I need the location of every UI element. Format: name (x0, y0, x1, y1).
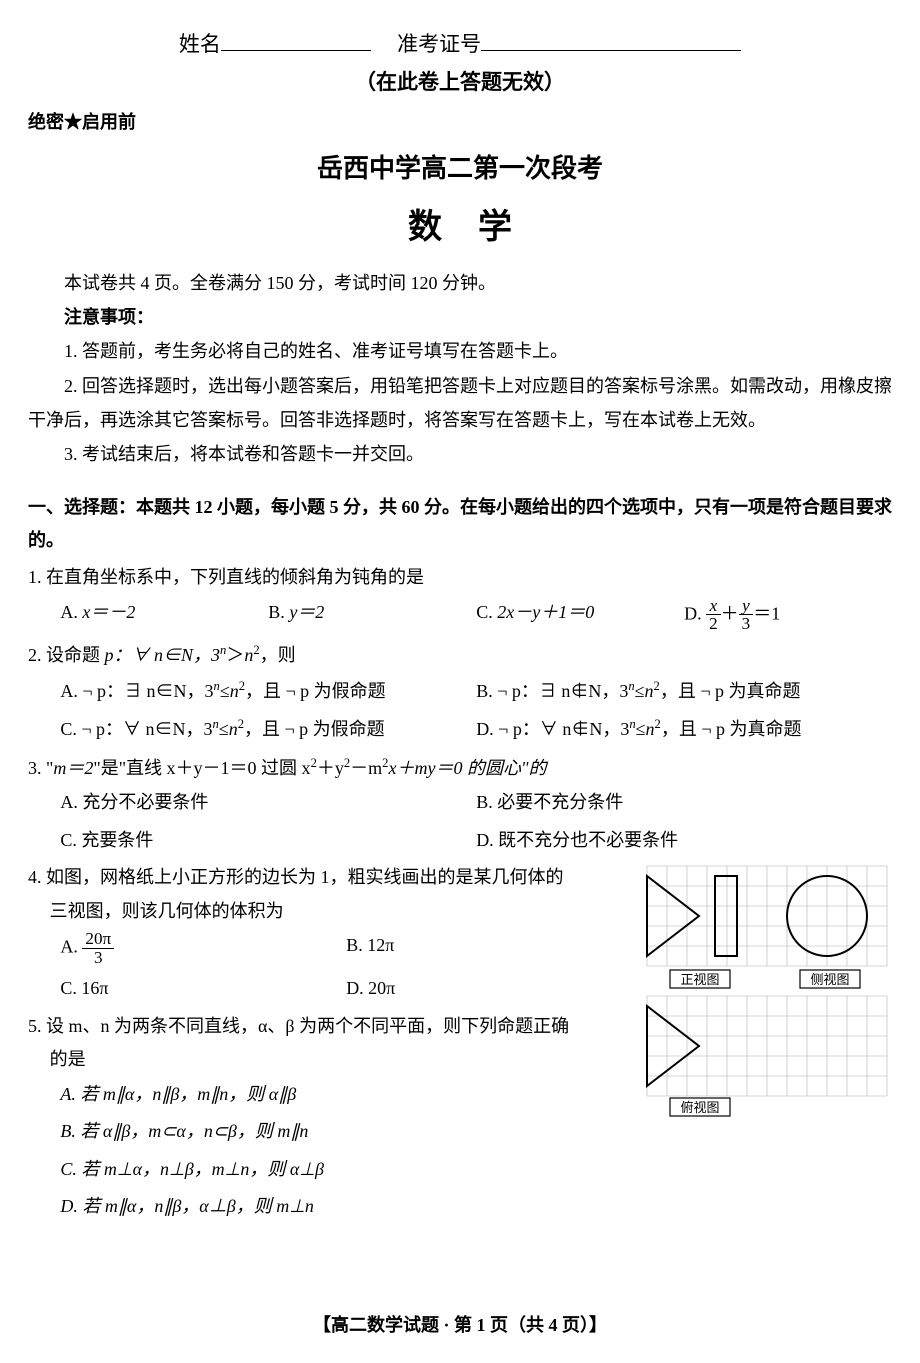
q2-stem: 2. 设命题 p：∀ n∈N，3n＞n2，则 (28, 639, 892, 672)
section1-header: 一、选择题：本题共 12 小题，每小题 5 分，共 60 分。在每小题给出的四个… (28, 491, 892, 556)
top-view-label: 俯视图 (680, 1100, 719, 1115)
question-3: 3. "m＝2"是"直线 x＋y－1＝0 过圆 x2＋y2－m2x＋my＝0 的… (28, 752, 892, 857)
q1-opt-b: B. y＝2 (268, 597, 476, 634)
seal-line: 绝密★启用前 (28, 108, 892, 134)
header-fill-line: 姓名 准考证号 (28, 28, 892, 58)
intro-p1: 本试卷共 4 页。全卷满分 150 分，考试时间 120 分钟。 (28, 266, 892, 300)
q1-stem: 1. 在直角坐标系中，下列直线的倾斜角为钝角的是 (28, 562, 892, 594)
examid-label: 准考证号 (397, 32, 481, 56)
name-blank (221, 28, 371, 51)
q4-opt-c: C. 16π (60, 973, 346, 1005)
question-1: 1. 在直角坐标系中，下列直线的倾斜角为钝角的是 A. x＝－2 B. y＝2 … (28, 562, 892, 633)
q4-stem2: 三视图，则该几何体的体积为 (28, 896, 632, 928)
q2-opt-b: B. ¬ p：∃ n∉N，3n≤n2，且 ¬ p 为真命题 (476, 675, 892, 708)
q4-opt-b: B. 12π (346, 930, 632, 967)
q5-stem1: 5. 设 m、n 为两条不同直线，α、β 为两个不同平面，则下列命题正确 (28, 1011, 632, 1043)
upper-views-svg: 正视图 侧视图 (642, 862, 892, 992)
examid-blank (481, 28, 741, 51)
lower-view-svg: 俯视图 (642, 992, 892, 1120)
q4-stem1: 4. 如图，网格纸上小正方形的边长为 1，粗实线画出的是某几何体的 (28, 862, 632, 894)
notice-label: 注意事项： (28, 300, 892, 334)
exam-title: 岳西中学高二第一次段考 (28, 148, 892, 185)
notice-3: 3. 考试结束后，将本试卷和答题卡一并交回。 (28, 437, 892, 471)
q5-stem2: 的是 (28, 1044, 632, 1076)
name-label: 姓名 (179, 32, 221, 56)
q3-opt-b: B. 必要不充分条件 (476, 787, 892, 819)
q3-opt-d: D. 既不充分也不必要条件 (476, 825, 892, 857)
q2-opt-d: D. ¬ p：∀ n∉N，3n≤n2，且 ¬ p 为真命题 (476, 713, 892, 746)
q4-opt-d: D. 20π (346, 973, 632, 1005)
q1-opt-a: A. x＝－2 (60, 597, 268, 634)
q5-opt-d: D. 若 m∥α，n∥β，α⊥β，则 m⊥n (60, 1191, 632, 1223)
warning-text: （在此卷上答题无效） (28, 66, 892, 96)
notice-2: 2. 回答选择题时，选出每小题答案后，用铅笔把答题卡上对应题目的答案标号涂黑。如… (28, 369, 892, 437)
subject-title: 数学 (28, 199, 892, 248)
q4-opt-a: A. 20π3 (60, 930, 346, 967)
intro-block: 本试卷共 4 页。全卷满分 150 分，考试时间 120 分钟。 注意事项： 1… (28, 266, 892, 471)
notice-1: 1. 答题前，考生务必将自己的姓名、准考证号填写在答题卡上。 (28, 334, 892, 368)
question-2: 2. 设命题 p：∀ n∈N，3n＞n2，则 A. ¬ p：∃ n∈N，3n≤n… (28, 639, 892, 746)
q2-opt-a: A. ¬ p：∃ n∈N，3n≤n2，且 ¬ p 为假命题 (60, 675, 476, 708)
q3-opt-a: A. 充分不必要条件 (60, 787, 476, 819)
q4-q5-wrapper: 正视图 侧视图 俯视图 4. 如图，网格纸上小正方形的边长为 1，粗实线画出的是… (28, 862, 892, 1222)
q5-opt-b: B. 若 α∥β，m⊂α，n⊂β，则 m∥n (60, 1116, 632, 1148)
three-view-figure: 正视图 侧视图 俯视图 (642, 862, 892, 1120)
side-view-label: 侧视图 (810, 972, 849, 987)
front-view-label: 正视图 (680, 972, 719, 987)
q3-stem: 3. "m＝2"是"直线 x＋y－1＝0 过圆 x2＋y2－m2x＋my＝0 的… (28, 752, 892, 785)
q3-opt-c: C. 充要条件 (60, 825, 476, 857)
q1-opt-c: C. 2x－y＋1＝0 (476, 597, 684, 634)
q5-opt-a: A. 若 m∥α，n∥β，m∥n，则 α∥β (60, 1079, 632, 1111)
q2-opt-c: C. ¬ p：∀ n∈N，3n≤n2，且 ¬ p 为假命题 (60, 713, 476, 746)
q5-opt-c: C. 若 m⊥α，n⊥β，m⊥n，则 α⊥β (60, 1154, 632, 1186)
page-footer: 【高二数学试题 · 第 1 页（共 4 页）】 (0, 1311, 920, 1337)
q1-opt-d: D. x2＋y3＝1 (684, 597, 892, 634)
